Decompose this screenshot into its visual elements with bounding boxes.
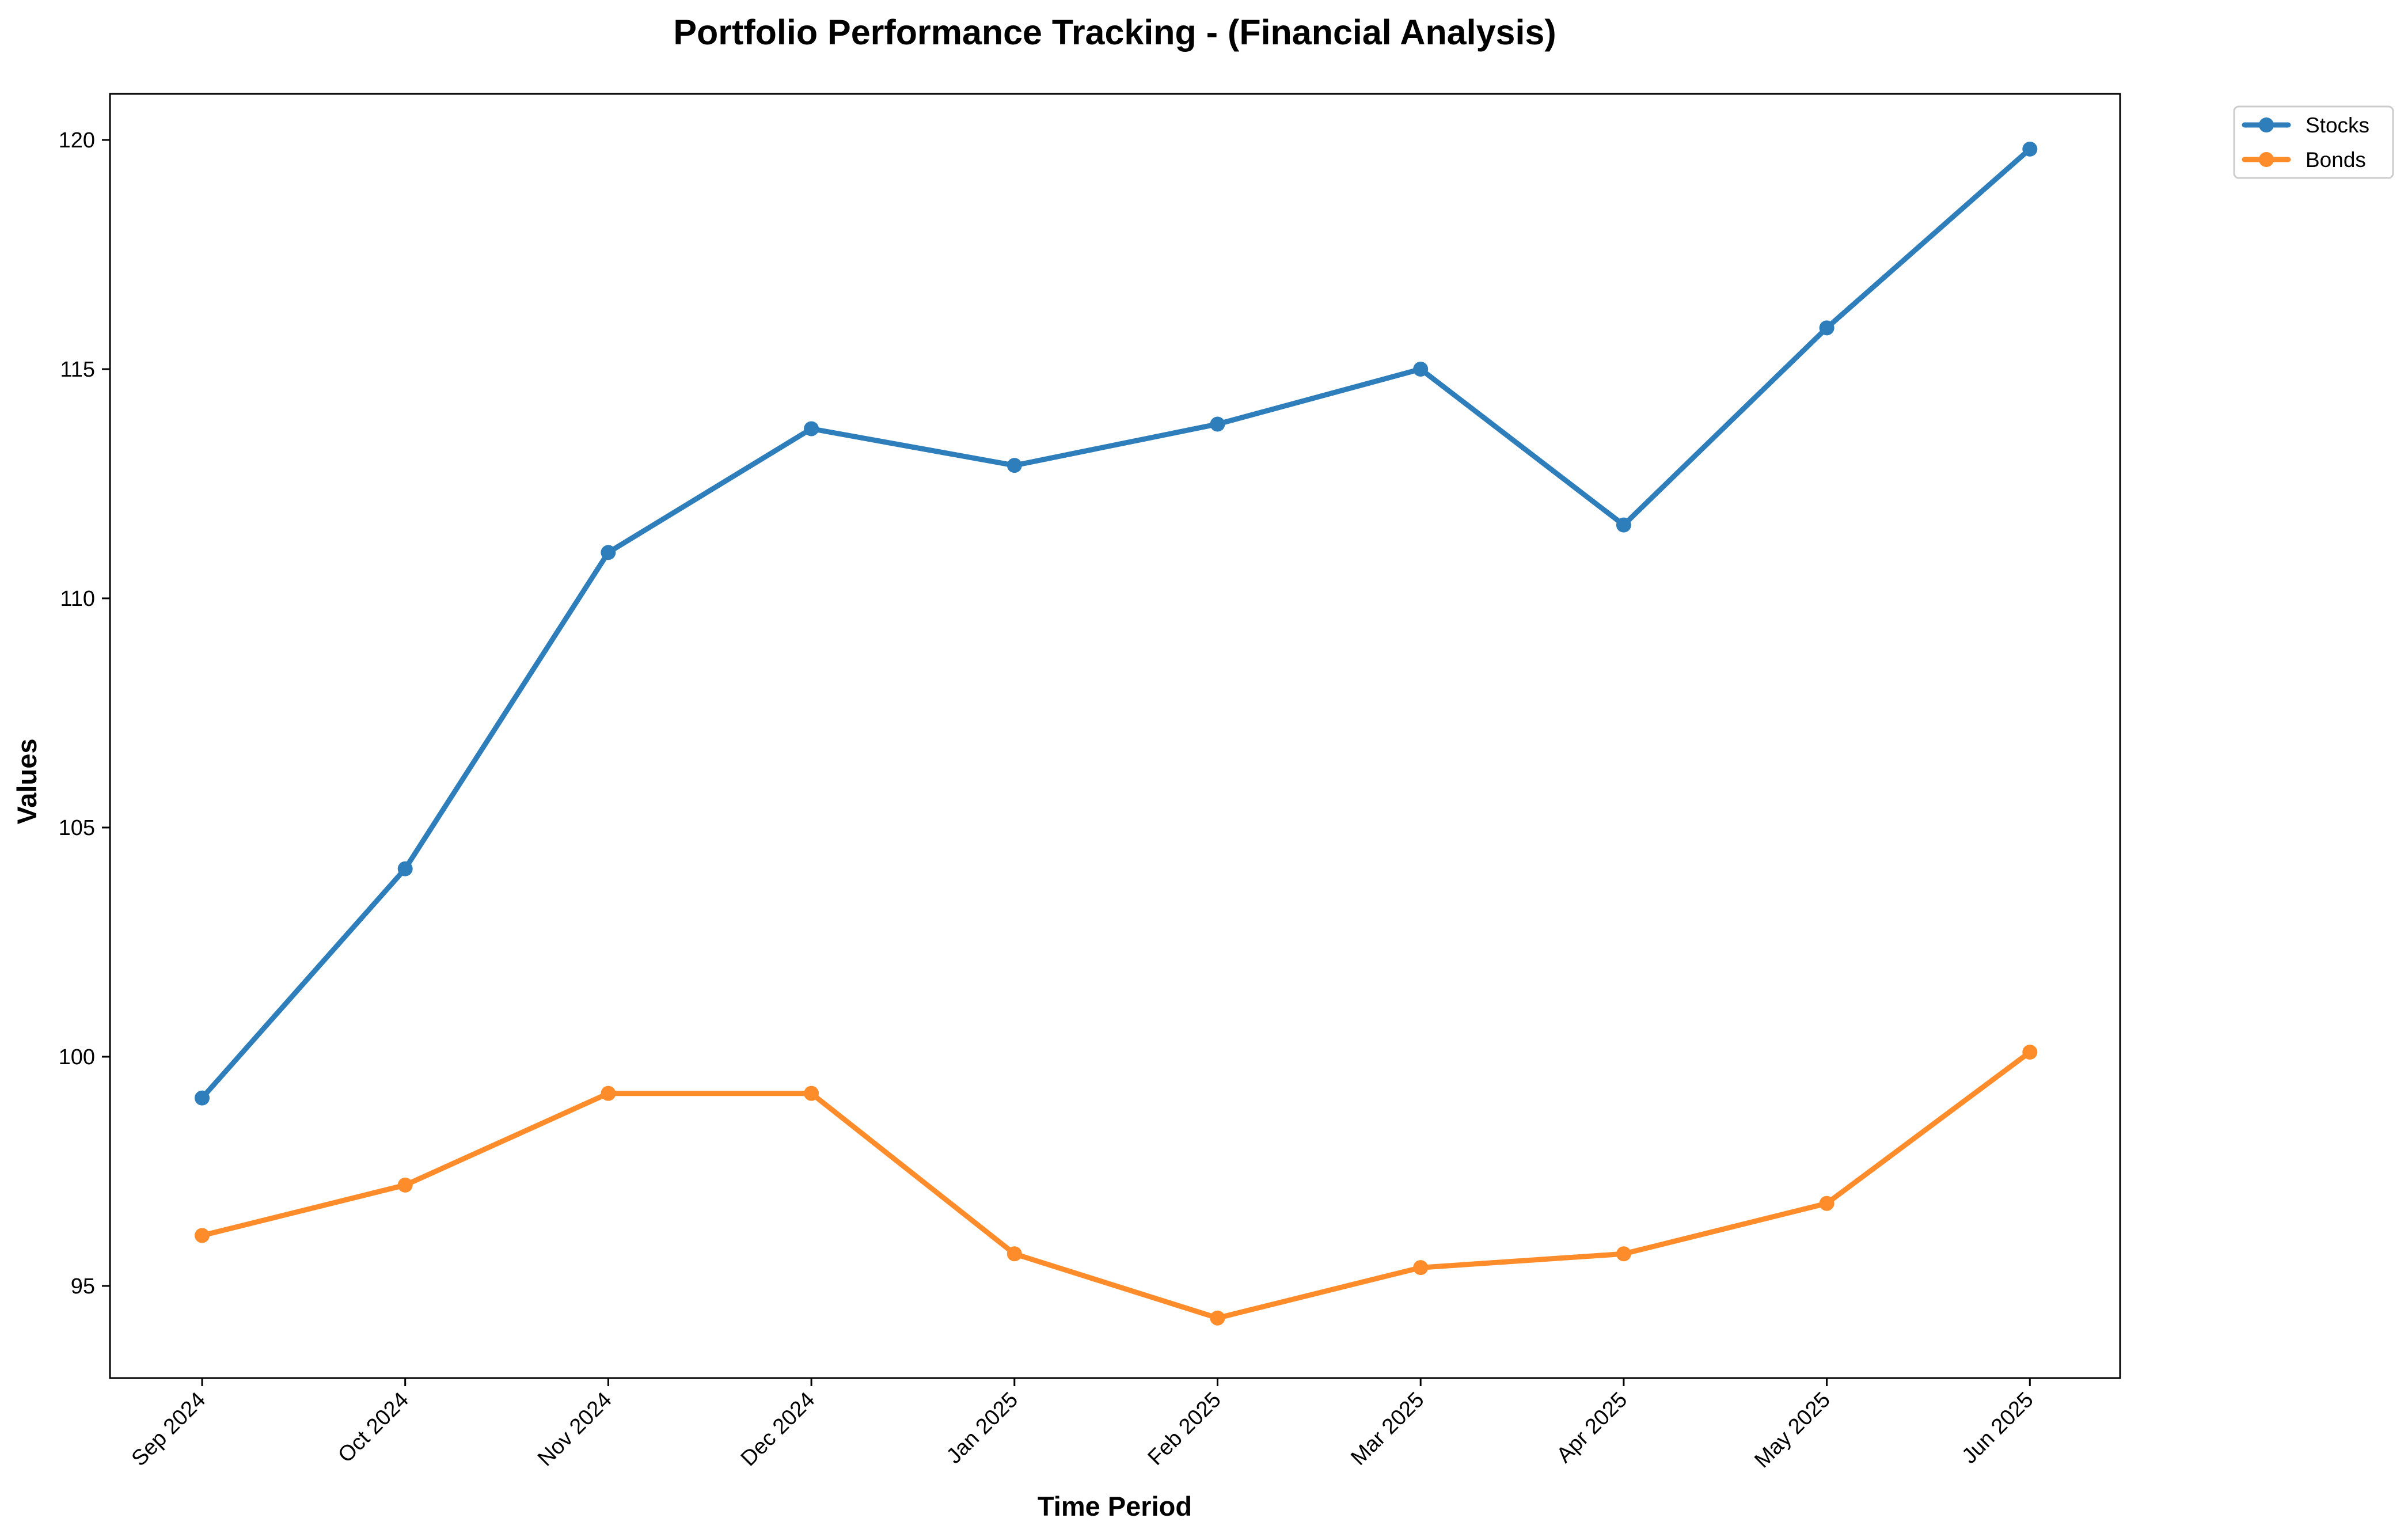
series-line-bonds	[199, 1049, 2033, 1321]
y-axis: 95 100 105 110 115 120	[59, 128, 110, 1299]
data-point-stocks	[1413, 362, 1429, 377]
data-point-stocks	[1210, 416, 1225, 432]
y-tick-label: 120	[59, 128, 95, 153]
y-tick-label: 95	[71, 1274, 95, 1299]
x-axis-title: Time Period	[1038, 1491, 1192, 1521]
data-point-bonds	[601, 1086, 616, 1101]
data-point-bonds	[1819, 1196, 1835, 1211]
series-line-stocks	[199, 146, 2033, 1101]
y-tick-label: 115	[60, 358, 95, 382]
data-point-stocks	[804, 421, 819, 437]
data-point-stocks	[601, 545, 616, 560]
data-point-stocks	[1007, 458, 1022, 473]
legend-marker-stocks	[2259, 117, 2274, 132]
data-point-stocks	[1616, 517, 1631, 533]
series-layer	[195, 141, 2038, 1326]
data-point-bonds	[804, 1086, 819, 1101]
legend-label-bonds: Bonds	[2306, 148, 2366, 172]
data-point-bonds	[397, 1177, 413, 1193]
plot-area	[109, 93, 2121, 1379]
y-tick-label: 105	[59, 816, 95, 840]
data-point-bonds	[1210, 1310, 1225, 1326]
legend-label-stocks: Stocks	[2306, 113, 2369, 137]
chart-title: Portfolio Performance Tracking - (Financ…	[673, 13, 1556, 52]
data-point-stocks	[397, 861, 413, 876]
legend-marker-bonds	[2259, 152, 2274, 167]
data-point-bonds	[1616, 1246, 1631, 1262]
data-point-stocks	[2022, 141, 2038, 157]
y-tick-label: 100	[59, 1045, 95, 1069]
y-tick-label: 110	[60, 587, 95, 611]
y-axis-title: Values	[12, 739, 42, 825]
data-point-bonds	[1007, 1246, 1022, 1262]
data-point-bonds	[1413, 1260, 1429, 1276]
data-point-stocks	[195, 1090, 210, 1106]
data-point-stocks	[1819, 320, 1835, 336]
data-point-bonds	[2022, 1045, 2038, 1060]
legend: Stocks Bonds	[2233, 105, 2394, 179]
data-point-bonds	[195, 1228, 210, 1243]
plot-frame	[109, 93, 2121, 1379]
